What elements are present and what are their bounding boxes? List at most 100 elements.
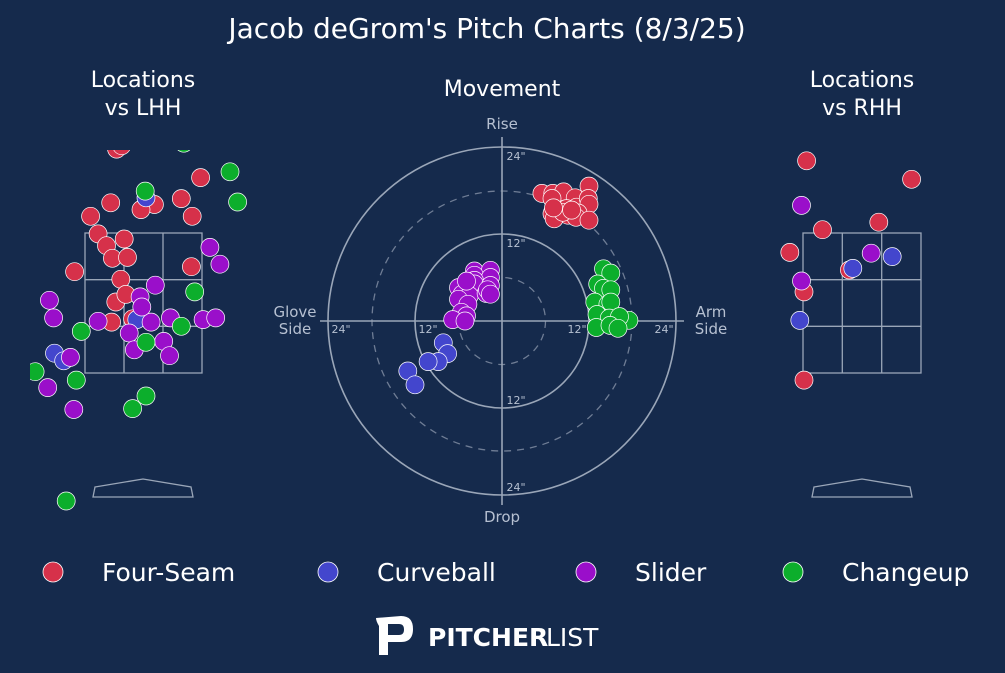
legend-label-curveball: Curveball — [377, 558, 496, 587]
movement-title: Movement — [444, 77, 561, 102]
movement-pitch-point — [544, 198, 563, 218]
movement-pitch-point — [418, 352, 438, 371]
lhh-pitch-point — [101, 193, 121, 213]
tick-right-24: 24" — [654, 323, 673, 336]
rhh-pitch-point — [780, 243, 800, 262]
rhh-title-line1: Locations — [810, 68, 915, 93]
lhh-pitch-point — [145, 275, 165, 295]
legend-label-changeup: Changeup — [842, 558, 969, 587]
rhh-pitch-point — [902, 169, 921, 189]
pitcherlist-logo: PITCHER LIST — [376, 616, 599, 655]
label-drop: Drop — [484, 508, 520, 526]
label-glove-line2: Side — [279, 320, 311, 338]
lhh-pitch-point — [38, 378, 58, 397]
rhh-pitch-point — [790, 311, 810, 330]
lhh-pitch-point — [228, 192, 247, 212]
lhh-pitch-point — [132, 297, 152, 317]
lhh-pitch-point — [210, 254, 230, 274]
rhh-pitch-point — [948, 77, 966, 95]
lhh-pitch-point — [65, 262, 84, 282]
lhh-pitch-point — [185, 282, 205, 302]
lhh-points — [30, 150, 247, 511]
rhh-home-plate — [811, 478, 913, 498]
rhh-pitch-point — [698, 245, 716, 263]
lhh-pitch-point — [107, 150, 126, 159]
movement-pitch-point — [405, 375, 425, 395]
lhh-pitch-point — [160, 346, 179, 366]
pitcherlist-logo-bold: PITCHER — [428, 623, 548, 652]
tick-bottom-12: 12" — [506, 394, 525, 407]
lhh-pitch-point — [113, 150, 131, 156]
rhh-pitch-point — [843, 259, 863, 278]
lhh-pitch-point — [40, 290, 59, 310]
legend-swatch-four-seam — [42, 561, 64, 583]
lhh-pitch-point — [206, 308, 226, 328]
movement-pitch-point — [455, 311, 475, 331]
lhh-pitch-point — [135, 181, 155, 201]
legend-swatch-curveball — [317, 561, 339, 583]
rhh-pitch-point — [703, 269, 721, 287]
legend: Four-Seam Curveball Slider Changeup — [42, 558, 969, 587]
lhh-pitch-point — [182, 257, 201, 277]
lhh-pitch-point — [119, 323, 139, 343]
rhh-pitch-point — [797, 151, 816, 171]
movement-axes — [320, 137, 684, 505]
pitcherlist-logo-light: LIST — [546, 623, 599, 652]
lhh-pitch-point — [88, 311, 108, 331]
lhh-pitch-point — [136, 386, 156, 406]
lhh-pitch-point — [220, 162, 240, 182]
tick-left-12: 12" — [418, 323, 437, 336]
rhh-pitch-point — [794, 370, 814, 390]
rhh-pitch-point — [995, 271, 1005, 289]
rhh-pitch-point — [882, 247, 902, 266]
rhh-pitch-point — [702, 458, 720, 476]
lhh-pitch-point — [171, 189, 191, 208]
lhh-pitch-point — [114, 229, 134, 249]
lhh-pitch-point — [141, 312, 161, 332]
legend-swatch-slider — [575, 561, 597, 583]
lhh-pitch-point — [123, 399, 142, 418]
lhh-title-line1: Locations — [91, 68, 196, 93]
tick-bottom-24: 24" — [506, 481, 525, 494]
lhh-pitch-point — [191, 168, 210, 187]
rhh-pitch-point — [869, 212, 889, 232]
rhh-points — [698, 77, 1005, 476]
movement-pitch-point — [457, 271, 476, 291]
lhh-pitch-point — [71, 322, 91, 341]
rhh-pitch-point — [861, 243, 881, 263]
lhh-pitch-point — [171, 316, 191, 336]
lhh-pitch-point — [81, 206, 100, 226]
lhh-pitch-point — [118, 248, 137, 267]
label-glove-line1: Glove — [273, 303, 316, 321]
rhh-pitch-point — [704, 357, 722, 375]
movement-pitch-point — [579, 210, 599, 230]
movement-points — [398, 176, 639, 395]
lhh-pitch-point — [30, 362, 45, 382]
lhh-pitch-point — [61, 348, 80, 367]
lhh-title-line2: vs LHH — [105, 96, 182, 121]
tick-right-12: 12" — [567, 323, 586, 336]
movement-pitch-point — [608, 318, 628, 338]
lhh-pitch-point — [136, 332, 156, 352]
legend-swatch-changeup — [782, 561, 804, 583]
movement-pitch-point — [481, 284, 500, 304]
label-arm-line2: Side — [695, 320, 727, 338]
rhh-strike-zone — [802, 232, 922, 374]
lhh-pitch-point — [44, 308, 63, 328]
lhh-home-plate — [92, 478, 194, 498]
pitcherlist-logo-icon — [376, 616, 413, 655]
lhh-pitch-point — [177, 150, 191, 153]
lhh-pitch-point — [200, 238, 220, 257]
label-arm-line1: Arm — [696, 303, 727, 321]
tick-top-12: 12" — [506, 237, 525, 250]
figure-title: Jacob deGrom's Pitch Charts (8/3/25) — [226, 12, 745, 45]
lhh-pitch-point — [64, 400, 84, 419]
tick-left-24: 24" — [331, 323, 350, 336]
rhh-pitch-point — [792, 271, 811, 291]
movement-pitch-point — [562, 200, 581, 220]
tick-top-24: 24" — [506, 150, 525, 163]
lhh-pitch-point — [182, 206, 202, 226]
lhh-pitch-point — [66, 370, 86, 390]
